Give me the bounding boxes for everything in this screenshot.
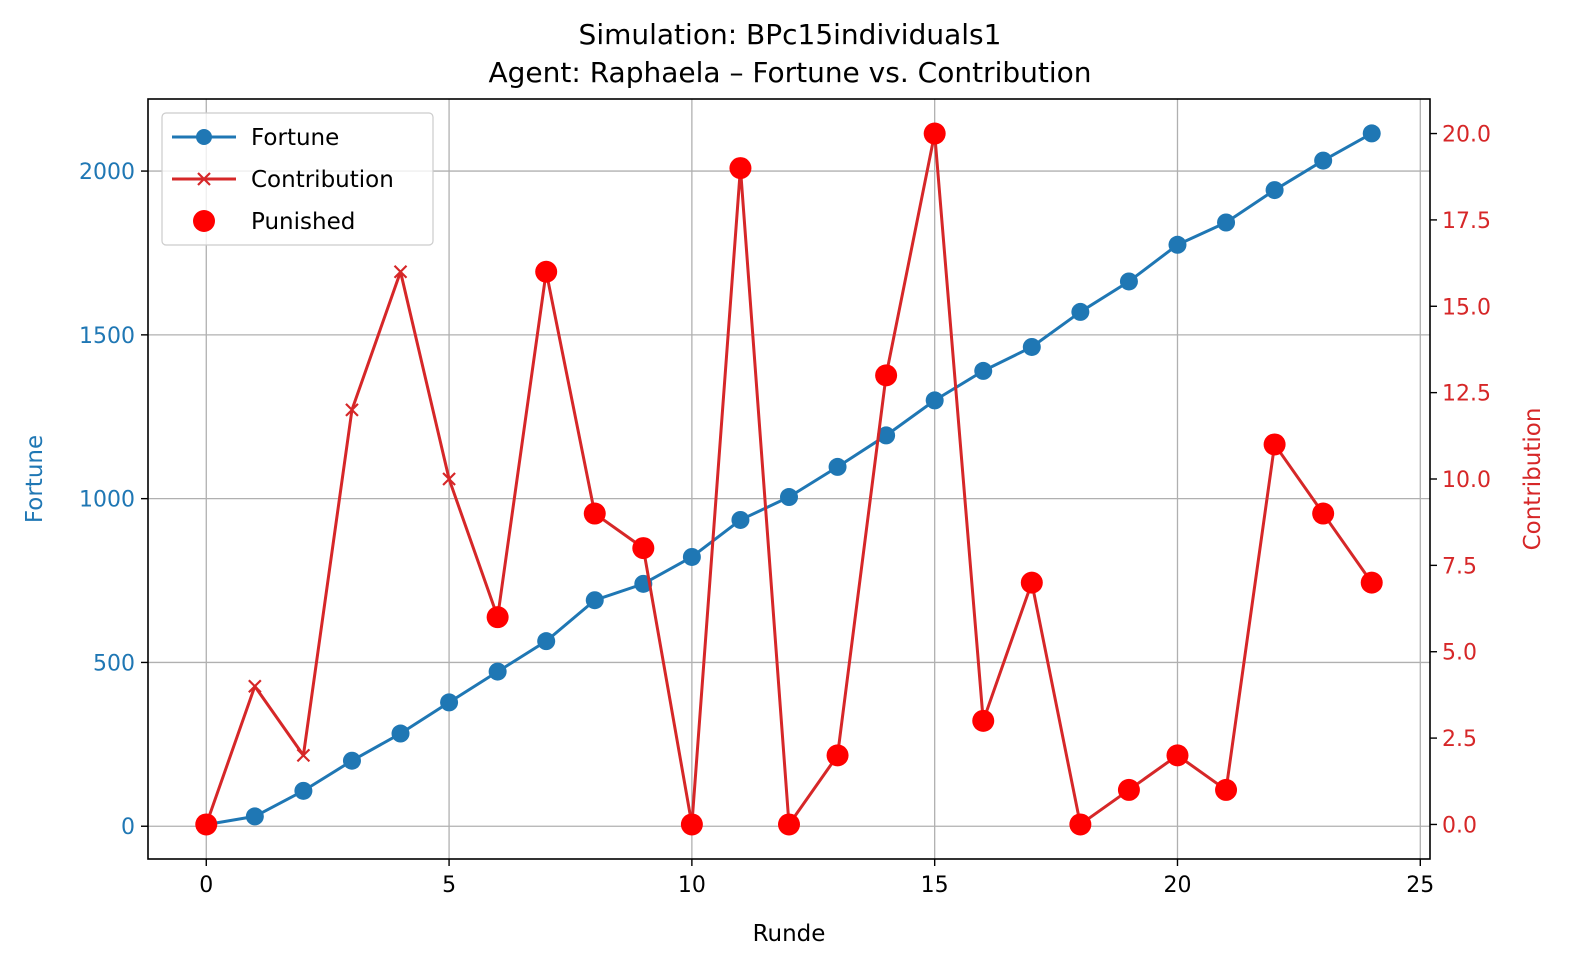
fortune-point — [294, 781, 313, 800]
x-tick-label: 20 — [1163, 873, 1191, 898]
y-left-tick-label: 1000 — [79, 488, 135, 513]
fortune-point — [1265, 181, 1284, 200]
fortune-point — [925, 391, 944, 410]
fortune-point — [245, 807, 264, 826]
punished-point — [535, 260, 558, 283]
fortune-point — [877, 426, 896, 445]
punished-point — [1069, 813, 1092, 836]
x-marker-stroke — [442, 472, 456, 486]
legend-punished-label: Punished — [251, 209, 355, 235]
legend-contribution-label: Contribution — [251, 167, 394, 193]
punished-point — [583, 502, 606, 525]
legend: Fortune Contribution Punished — [161, 112, 434, 246]
punished-point — [778, 813, 800, 836]
punished-point — [729, 157, 752, 180]
legend-fortune-marker — [196, 129, 212, 145]
punished-point — [1215, 778, 1238, 801]
legend-contribution-marker — [197, 172, 211, 186]
series-layer — [195, 122, 1383, 836]
fortune-point — [828, 457, 847, 476]
x-tick-label: 5 — [442, 873, 456, 898]
fortune-point — [682, 547, 701, 566]
legend-fortune-label: Fortune — [251, 125, 339, 151]
y-right-tick-label: 7.5 — [1442, 554, 1477, 579]
axes-layer: 0 5 10 15 20 25 0 500 1000 1500 2000 0.0 2.5 5.0 7.5 10… — [79, 123, 1491, 898]
fortune-point — [391, 724, 410, 743]
punished-point — [195, 813, 218, 836]
y-right-tick-label: 5.0 — [1442, 641, 1477, 666]
fortune-point — [342, 751, 361, 770]
fortune-point — [537, 632, 556, 651]
x-marker-stroke — [393, 264, 408, 279]
y-right-tick-label: 0.0 — [1442, 813, 1477, 838]
punished-point — [1117, 778, 1140, 801]
fortune-point — [780, 488, 798, 507]
y-left-tick-label: 0 — [121, 815, 135, 840]
fortune-point — [1168, 235, 1187, 254]
x-tick-label: 25 — [1406, 873, 1434, 898]
x-marker-stroke — [296, 748, 311, 763]
x-marker-stroke — [248, 679, 262, 694]
punished-point — [923, 122, 946, 145]
chart-title: Simulation: BPc15individuals1 — [579, 18, 1002, 51]
contribution-point — [345, 403, 359, 417]
contribution-point — [442, 472, 456, 486]
punished-point — [632, 537, 655, 560]
punished-point — [1263, 433, 1286, 456]
x-marker-stroke — [197, 172, 211, 186]
punished-point — [1360, 571, 1383, 594]
y-axis-left-label: Fortune — [22, 435, 48, 523]
punished-point — [1166, 744, 1189, 767]
fortune-point — [1022, 337, 1041, 356]
y-right-tick-label: 2.5 — [1442, 727, 1477, 752]
y-left-tick-label: 500 — [93, 651, 135, 676]
fortune-point — [1119, 272, 1138, 291]
punished-point — [1020, 571, 1043, 594]
x-axis-label: Runde — [753, 921, 826, 947]
chart-subtitle: Agent: Raphaela – Fortune vs. Contributi… — [488, 56, 1091, 89]
punished-point — [875, 364, 898, 387]
x-marker-stroke — [345, 403, 359, 417]
fortune-point — [488, 662, 507, 681]
x-tick-label: 0 — [199, 873, 213, 898]
legend-box — [161, 112, 434, 246]
fortune-point — [1362, 124, 1381, 143]
y-axis-right-label: Contribution — [1520, 408, 1546, 551]
contribution-point — [248, 679, 262, 694]
fortune-point — [1217, 213, 1236, 232]
y-right-tick-label: 12.5 — [1442, 382, 1491, 407]
punished-point — [680, 813, 703, 836]
fortune-point — [585, 591, 604, 610]
fortune-point — [1314, 151, 1333, 170]
y-right-tick-label: 15.0 — [1442, 295, 1491, 320]
contribution-point — [296, 748, 311, 763]
punished-point — [1312, 502, 1335, 525]
punished-point — [826, 744, 849, 767]
fortune-point — [1071, 302, 1090, 321]
punished-point — [486, 606, 509, 629]
fortune-point — [440, 693, 459, 712]
fortune-point — [974, 361, 993, 380]
y-left-tick-label: 1500 — [79, 324, 135, 349]
grid-lines — [148, 99, 1430, 859]
y-right-tick-label: 17.5 — [1442, 209, 1491, 234]
y-left-tick-label: 2000 — [79, 160, 135, 185]
fortune-point — [731, 510, 750, 529]
y-right-tick-label: 20.0 — [1442, 123, 1491, 148]
legend-punished-marker — [193, 210, 215, 232]
x-tick-label: 10 — [678, 873, 706, 898]
contribution-point — [393, 264, 408, 279]
punished-point — [972, 709, 995, 732]
x-tick-label: 15 — [921, 873, 949, 898]
y-right-tick-label: 10.0 — [1442, 468, 1491, 493]
